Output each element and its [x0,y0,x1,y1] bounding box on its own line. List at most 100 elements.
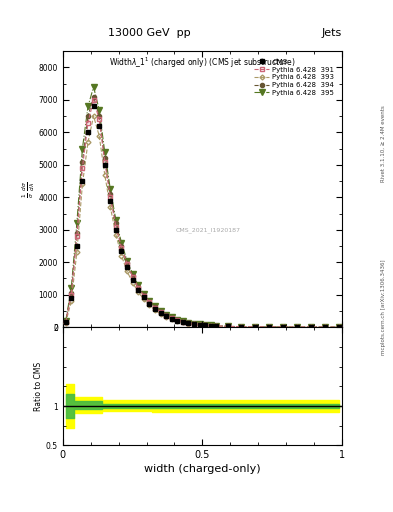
Pythia 6.428  394 [267,324,272,330]
CMS [102,162,107,168]
Pythia 6.428  394 [102,155,107,161]
Text: 13000 GeV  pp: 13000 GeV pp [108,28,191,38]
Pythia 6.428  393 [192,322,196,328]
Pythia 6.428  391 [169,315,174,321]
Pythia 6.428  395 [267,324,272,330]
Pythia 6.428  395 [197,322,202,328]
CMS [267,324,272,330]
CMS [192,321,196,327]
Pythia 6.428  394 [214,323,219,329]
Pythia 6.428  394 [197,322,202,328]
CMS [91,103,96,110]
CMS [175,317,180,324]
Pythia 6.428  393 [91,113,96,119]
Pythia 6.428  394 [108,191,113,197]
Pythia 6.428  394 [175,317,180,323]
CMS [97,123,101,129]
Pythia 6.428  395 [169,314,174,321]
Pythia 6.428  391 [86,120,90,126]
Pythia 6.428  391 [309,324,314,330]
Pythia 6.428  393 [253,324,258,330]
Pythia 6.428  394 [180,318,185,325]
CMS [214,323,219,329]
Pythia 6.428  394 [63,319,68,325]
Pythia 6.428  393 [295,324,299,330]
Pythia 6.428  391 [180,318,185,325]
Pythia 6.428  393 [152,307,157,313]
Pythia 6.428  391 [253,324,258,330]
Pythia 6.428  391 [102,159,107,165]
Pythia 6.428  394 [225,323,230,329]
Y-axis label: $\frac{1}{\sigma}$ $\frac{d\sigma}{d\lambda}$: $\frac{1}{\sigma}$ $\frac{d\sigma}{d\lam… [21,181,37,198]
Pythia 6.428  393 [225,324,230,330]
Pythia 6.428  391 [175,317,180,323]
Pythia 6.428  391 [225,323,230,329]
Pythia 6.428  393 [114,231,118,238]
CMS [86,130,90,136]
Pythia 6.428  395 [125,258,129,264]
CMS [119,248,124,254]
CMS [225,324,230,330]
Pythia 6.428  395 [164,312,169,318]
Pythia 6.428  394 [309,324,314,330]
Pythia 6.428  394 [97,113,101,119]
Pythia 6.428  391 [295,324,299,330]
Pythia 6.428  394 [136,284,141,290]
CMS [186,321,191,327]
Pythia 6.428  393 [119,252,124,259]
Pythia 6.428  394 [75,230,79,236]
Pythia 6.428  393 [69,298,73,304]
Pythia 6.428  393 [175,318,180,324]
Pythia 6.428  394 [125,260,129,266]
Pythia 6.428  393 [141,296,146,302]
Pythia 6.428  395 [80,145,85,152]
Pythia 6.428  394 [80,159,85,165]
Pythia 6.428  395 [63,318,68,325]
Pythia 6.428  391 [80,165,85,171]
Pythia 6.428  391 [337,324,342,330]
Pythia 6.428  395 [186,319,191,326]
Pythia 6.428  395 [214,323,219,329]
Text: Jets: Jets [321,28,342,38]
Pythia 6.428  393 [80,181,85,187]
Pythia 6.428  395 [130,271,135,277]
CMS [63,319,68,325]
Pythia 6.428  393 [208,323,213,329]
Pythia 6.428  391 [63,319,68,325]
Pythia 6.428  393 [323,324,327,330]
Pythia 6.428  391 [323,324,327,330]
Pythia 6.428  393 [136,289,141,295]
Pythia 6.428  395 [158,308,163,314]
Pythia 6.428  391 [203,322,208,328]
CMS [69,295,73,301]
CMS [114,227,118,233]
Pythia 6.428  395 [281,324,286,330]
Pythia 6.428  394 [152,304,157,310]
Pythia 6.428  391 [147,299,152,305]
Pythia 6.428  395 [192,321,196,327]
CMS [281,324,286,330]
X-axis label: width (charged-only): width (charged-only) [144,464,261,475]
Pythia 6.428  393 [281,324,286,330]
Pythia 6.428  393 [214,323,219,329]
Pythia 6.428  393 [309,324,314,330]
Text: Rivet 3.1.10, ≥ 2.4M events: Rivet 3.1.10, ≥ 2.4M events [381,105,386,182]
Pythia 6.428  391 [97,116,101,122]
Pythia 6.428  393 [337,324,342,330]
CMS [239,324,244,330]
CMS [169,316,174,322]
Pythia 6.428  394 [91,94,96,100]
Pythia 6.428  391 [141,292,146,298]
Pythia 6.428  391 [158,309,163,315]
Pythia 6.428  391 [281,324,286,330]
CMS [80,178,85,184]
Pythia 6.428  395 [75,220,79,226]
Pythia 6.428  391 [208,323,213,329]
Pythia 6.428  393 [97,133,101,139]
CMS [158,310,163,316]
CMS [253,324,258,330]
CMS [136,287,141,293]
Pythia 6.428  391 [267,324,272,330]
CMS [152,306,157,312]
Pythia 6.428  391 [192,321,196,327]
